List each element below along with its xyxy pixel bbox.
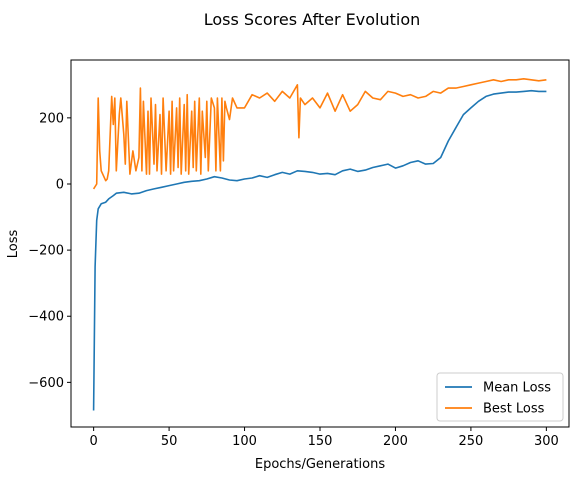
chart-title: Loss Scores After Evolution [204,10,421,29]
x-tick-label: 150 [308,434,333,449]
y-tick-label: −200 [28,244,64,259]
x-tick-label: 300 [534,434,559,449]
legend-box [436,372,564,422]
legend-label-mean-loss: Mean Loss [483,381,551,396]
plot-area [70,59,570,428]
y-tick-label: 200 [39,111,64,126]
x-tick-label: 100 [232,434,257,449]
legend: Mean Loss Best Loss [436,372,564,422]
x-tick-label: 200 [383,434,408,449]
y-tick-label: 0 [56,177,64,192]
x-tick-label: 50 [161,434,178,449]
x-tick-label: 250 [458,434,483,449]
y-tick-label: −600 [28,376,64,391]
legend-label-best-loss: Best Loss [483,402,545,417]
x-axis: 0 50 100 150 200 250 300 [89,427,559,449]
x-tick-label: 0 [89,434,97,449]
x-axis-label: Epochs/Generations [255,457,385,472]
y-tick-label: −400 [28,310,64,325]
series-line-best-loss [92,78,547,190]
y-axis: −600 −400 −200 0 200 [28,111,71,391]
series-line-mean-loss [92,89,547,411]
y-axis-label: Loss [6,230,21,259]
series-layer [92,78,547,411]
